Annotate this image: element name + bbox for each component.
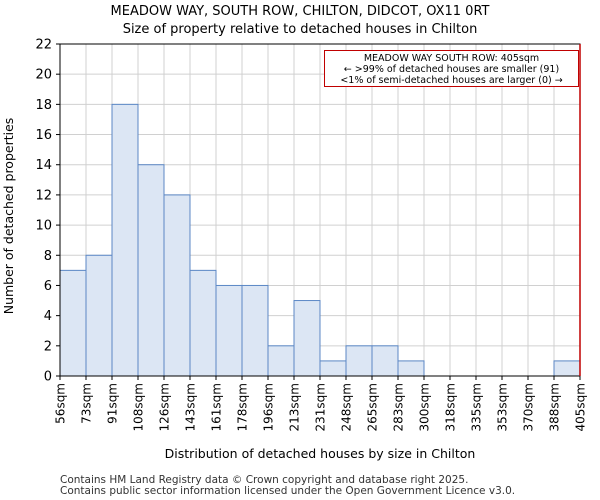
y-tick-label: 6 — [44, 279, 52, 294]
x-tick-label: 213sqm — [288, 383, 302, 431]
y-tick-label: 22 — [35, 38, 52, 53]
histogram-bar — [293, 300, 321, 377]
y-tick-label: 20 — [35, 68, 52, 83]
histogram-bar — [59, 269, 87, 377]
x-tick-label: 91sqm — [106, 383, 120, 424]
y-axis-label: Number of detached properties — [1, 118, 16, 315]
x-tick-label: 231sqm — [314, 383, 328, 431]
x-tick-label: 143sqm — [184, 383, 198, 431]
annotation-box: MEADOW WAY SOUTH ROW: 405sqm ← >99% of d… — [324, 50, 579, 87]
x-tick-label: 161sqm — [210, 383, 224, 431]
x-tick-label: 126sqm — [158, 383, 172, 431]
histogram-bar — [553, 360, 581, 377]
x-tick-label: 300sqm — [418, 383, 432, 431]
y-tick-label: 16 — [35, 128, 52, 143]
histogram-bar — [163, 194, 191, 377]
histogram-bar — [111, 103, 139, 377]
x-tick-label: 388sqm — [548, 383, 562, 431]
y-tick-label: 2 — [44, 339, 52, 354]
y-tick-label: 0 — [44, 370, 52, 385]
histogram-bar — [215, 284, 243, 377]
y-tick-label: 8 — [44, 249, 52, 264]
x-tick-label: 196sqm — [262, 383, 276, 431]
x-tick-label: 335sqm — [470, 383, 484, 431]
x-tick-label: 108sqm — [132, 383, 146, 431]
x-tick-label: 283sqm — [392, 383, 406, 431]
annotation-line-1: MEADOW WAY SOUTH ROW: 405sqm — [363, 53, 540, 64]
y-tick-label: 14 — [35, 158, 52, 173]
chart-subtitle: Size of property relative to detached ho… — [122, 22, 478, 37]
x-tick-label: 265sqm — [366, 383, 380, 431]
y-tick-label: 4 — [44, 309, 52, 324]
footer-line-1: Contains HM Land Registry data © Crown c… — [60, 474, 469, 486]
x-tick-label: 353sqm — [496, 383, 510, 431]
histogram-bar — [189, 269, 217, 377]
histogram-bar — [267, 345, 295, 377]
chart-title: MEADOW WAY, SOUTH ROW, CHILTON, DIDCOT, … — [110, 4, 490, 19]
y-tick-label: 10 — [35, 219, 52, 234]
x-tick-label: 73sqm — [80, 383, 94, 424]
histogram-bar — [345, 345, 373, 377]
x-tick-label: 178sqm — [236, 383, 250, 431]
histogram-bar — [85, 254, 113, 377]
x-axis-label: Distribution of detached houses by size … — [165, 446, 476, 461]
x-tick-label: 370sqm — [522, 383, 536, 431]
x-tick-label: 248sqm — [340, 383, 354, 431]
y-tick-label: 12 — [35, 188, 52, 203]
x-tick-label: 56sqm — [54, 383, 68, 424]
histogram-bar — [397, 360, 425, 377]
histogram-bar — [371, 345, 399, 377]
histogram-bar — [241, 284, 269, 377]
x-tick-label: 405sqm — [574, 383, 588, 431]
histogram-bar — [319, 360, 347, 377]
annotation-line-3: <1% of semi-detached houses are larger (… — [340, 75, 563, 86]
histogram-bar — [137, 164, 165, 377]
annotation-line-2: ← >99% of detached houses are smaller (9… — [343, 64, 560, 75]
y-tick-label: 18 — [35, 98, 52, 113]
x-tick-label: 318sqm — [444, 383, 458, 431]
footer-line-2: Contains public sector information licen… — [60, 485, 516, 497]
